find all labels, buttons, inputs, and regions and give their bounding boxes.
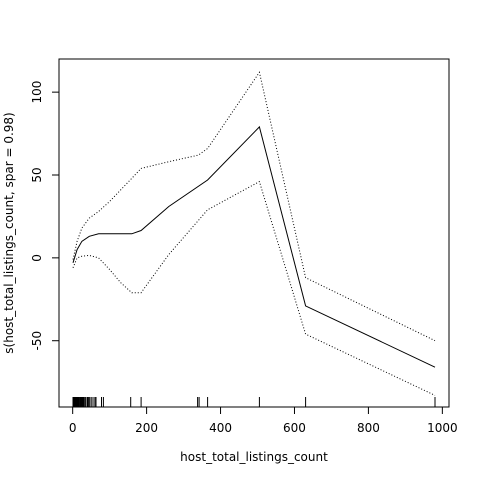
x-tick-label: 200 xyxy=(135,421,158,435)
x-tick-label: 600 xyxy=(283,421,306,435)
y-tick-label: -50 xyxy=(30,331,44,351)
y-tick-label: 50 xyxy=(30,167,44,182)
x-axis-label: host_total_listings_count xyxy=(180,450,328,464)
y-tick-label: 100 xyxy=(30,81,44,104)
x-tick-label: 400 xyxy=(209,421,232,435)
x-tick-label: 800 xyxy=(357,421,380,435)
x-tick-label: 1000 xyxy=(427,421,458,435)
y-tick-label: 0 xyxy=(30,254,44,262)
y-axis-label: s(host_total_listings_count, spar = 0.98… xyxy=(2,112,16,353)
x-tick-label: 0 xyxy=(69,421,77,435)
